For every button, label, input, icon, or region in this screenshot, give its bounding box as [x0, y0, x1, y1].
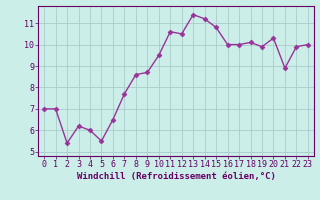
X-axis label: Windchill (Refroidissement éolien,°C): Windchill (Refroidissement éolien,°C)	[76, 172, 276, 181]
